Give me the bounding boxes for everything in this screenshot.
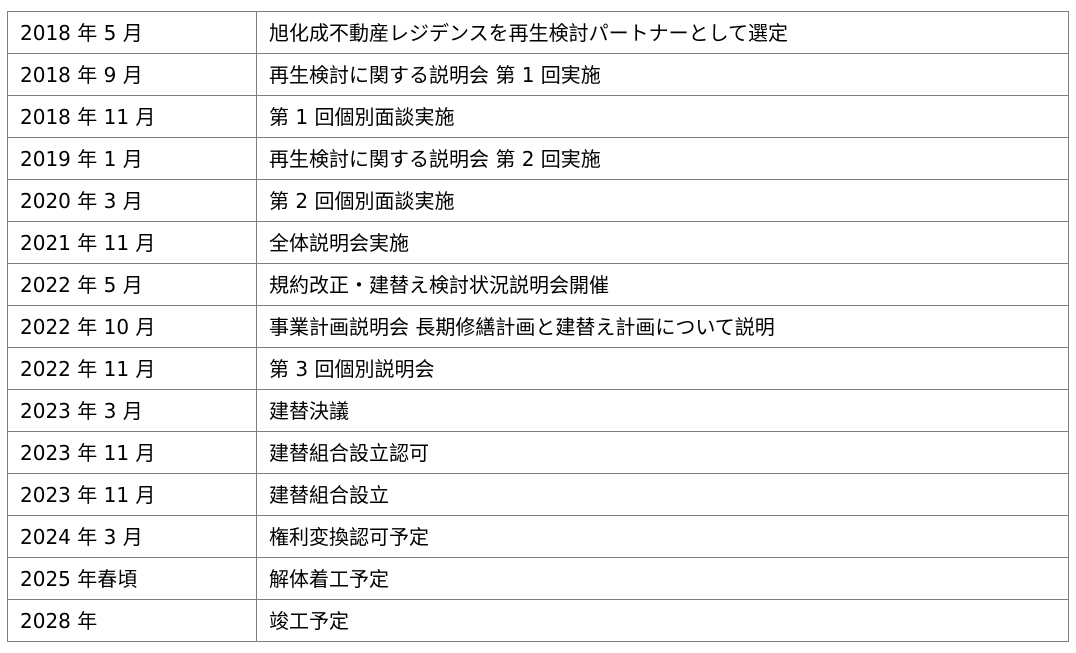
event-cell: 建替決議 <box>256 389 1069 432</box>
event-cell: 第 1 回個別面談実施 <box>256 95 1069 138</box>
table-row: 2022 年 5 月規約改正・建替え検討状況説明会開催 <box>7 263 1069 306</box>
table-row: 2024 年 3 月権利変換認可予定 <box>7 515 1069 558</box>
table-row: 2022 年 10 月事業計画説明会 長期修繕計画と建替え計画について説明 <box>7 305 1069 348</box>
event-cell: 解体着工予定 <box>256 557 1069 600</box>
table-row: 2018 年 5 月旭化成不動産レジデンスを再生検討パートナーとして選定 <box>7 11 1069 54</box>
event-cell: 規約改正・建替え検討状況説明会開催 <box>256 263 1069 306</box>
event-cell: 事業計画説明会 長期修繕計画と建替え計画について説明 <box>256 305 1069 348</box>
event-cell: 建替組合設立認可 <box>256 431 1069 474</box>
table-row: 2023 年 11 月建替組合設立 <box>7 473 1069 516</box>
table-row: 2023 年 3 月建替決議 <box>7 389 1069 432</box>
date-cell: 2021 年 11 月 <box>7 221 257 264</box>
event-cell: 旭化成不動産レジデンスを再生検討パートナーとして選定 <box>256 11 1069 54</box>
date-cell: 2023 年 11 月 <box>7 473 257 516</box>
table-row: 2022 年 11 月第 3 回個別説明会 <box>7 347 1069 390</box>
event-cell: 建替組合設立 <box>256 473 1069 516</box>
event-cell: 竣工予定 <box>256 599 1069 642</box>
date-cell: 2018 年 9 月 <box>7 53 257 96</box>
table-row: 2019 年 1 月再生検討に関する説明会 第 2 回実施 <box>7 137 1069 180</box>
date-cell: 2020 年 3 月 <box>7 179 257 222</box>
date-cell: 2023 年 3 月 <box>7 389 257 432</box>
date-cell: 2024 年 3 月 <box>7 515 257 558</box>
date-cell: 2022 年 11 月 <box>7 347 257 390</box>
event-cell: 再生検討に関する説明会 第 2 回実施 <box>256 137 1069 180</box>
event-cell: 全体説明会実施 <box>256 221 1069 264</box>
table-row: 2023 年 11 月建替組合設立認可 <box>7 431 1069 474</box>
table-row: 2028 年竣工予定 <box>7 599 1069 642</box>
date-cell: 2018 年 5 月 <box>7 11 257 54</box>
event-cell: 再生検討に関する説明会 第 1 回実施 <box>256 53 1069 96</box>
timeline-table-body: 2018 年 5 月旭化成不動産レジデンスを再生検討パートナーとして選定 2018… <box>7 11 1069 642</box>
date-cell: 2025 年春頃 <box>7 557 257 600</box>
date-cell: 2022 年 5 月 <box>7 263 257 306</box>
table-row: 2018 年 11 月第 1 回個別面談実施 <box>7 95 1069 138</box>
table-row: 2020 年 3 月第 2 回個別面談実施 <box>7 179 1069 222</box>
timeline-table: 2018 年 5 月旭化成不動産レジデンスを再生検討パートナーとして選定 2018… <box>7 11 1069 642</box>
date-cell: 2022 年 10 月 <box>7 305 257 348</box>
event-cell: 第 2 回個別面談実施 <box>256 179 1069 222</box>
date-cell: 2019 年 1 月 <box>7 137 257 180</box>
event-cell: 第 3 回個別説明会 <box>256 347 1069 390</box>
date-cell: 2018 年 11 月 <box>7 95 257 138</box>
table-row: 2021 年 11 月全体説明会実施 <box>7 221 1069 264</box>
event-cell: 権利変換認可予定 <box>256 515 1069 558</box>
date-cell: 2023 年 11 月 <box>7 431 257 474</box>
table-row: 2025 年春頃 解体着工予定 <box>7 557 1069 600</box>
date-cell: 2028 年 <box>7 599 257 642</box>
table-row: 2018 年 9 月再生検討に関する説明会 第 1 回実施 <box>7 53 1069 96</box>
